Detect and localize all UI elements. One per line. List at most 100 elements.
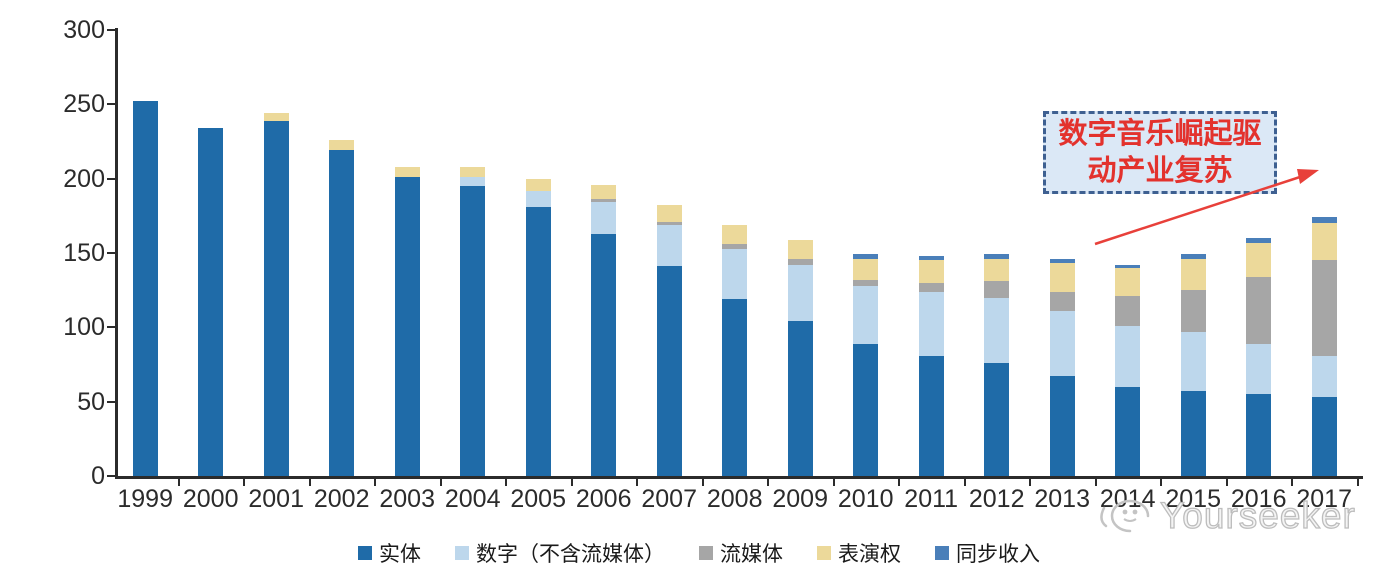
- x-tick-mark: [243, 478, 246, 486]
- y-axis-line: [115, 28, 118, 478]
- y-tick-label: 300: [63, 16, 105, 44]
- bar-segment-2013-digital-ex-streaming: [1049, 310, 1075, 377]
- bar-segment-2009-digital-ex-streaming: [787, 264, 813, 322]
- legend-label: 流媒体: [720, 542, 783, 566]
- legend-swatch-icon: [699, 546, 713, 560]
- x-tick-label: 2013: [1034, 485, 1090, 513]
- legend-label: 同步收入: [956, 542, 1040, 566]
- x-tick-label: 2006: [575, 485, 632, 513]
- x-tick-mark: [963, 478, 966, 486]
- x-tick-label: 2007: [641, 485, 697, 513]
- x-tick-label: 2009: [772, 485, 828, 513]
- bar-segment-2009-streaming: [787, 258, 813, 265]
- bar-segment-2000-physical: [198, 128, 224, 476]
- legend-swatch-icon: [455, 546, 469, 560]
- bar-segment-2007-physical: [656, 266, 682, 476]
- bar-segment-2009-physical: [787, 321, 813, 476]
- x-tick-label: 2001: [248, 485, 304, 513]
- legend-item-digital-ex-streaming: 数字（不含流媒体）: [455, 538, 665, 568]
- y-tick-label: 100: [63, 313, 105, 342]
- x-tick-label: 2017: [1296, 485, 1352, 513]
- y-tick-mark: [107, 252, 116, 254]
- bar-segment-2005-digital-ex-streaming: [525, 190, 551, 207]
- bar-segment-2005-performance-rights: [525, 178, 551, 191]
- bar-segment-2004-performance-rights: [460, 166, 486, 178]
- x-tick-label: 2003: [379, 485, 435, 513]
- annotation-callout: 数字音乐崛起驱 动产业复苏: [1043, 111, 1277, 194]
- x-tick-mark: [701, 478, 704, 486]
- bar-segment-2016-physical: [1246, 394, 1272, 476]
- bar-segment-2012-performance-rights: [984, 258, 1010, 282]
- legend-item-streaming: 流媒体: [699, 538, 783, 568]
- y-tick-mark: [107, 177, 116, 180]
- bar-segment-2006-streaming: [591, 199, 617, 203]
- legend-swatch-icon: [358, 546, 372, 560]
- x-tick-mark: [1160, 478, 1163, 486]
- bar-segment-2002-performance-rights: [329, 140, 355, 151]
- y-tick-mark: [107, 103, 116, 106]
- bar-segment-2010-streaming: [853, 279, 879, 286]
- bar-segment-2016-digital-ex-streaming: [1246, 343, 1272, 395]
- bar-segment-2010-sync: [853, 254, 879, 259]
- legend-item-performance-rights: 表演权: [817, 538, 901, 568]
- x-tick-label: 2008: [706, 485, 763, 513]
- legend-label: 实体: [379, 542, 421, 566]
- bar-segment-2017-sync: [1311, 217, 1337, 224]
- y-tick-mark: [107, 326, 116, 329]
- bar-segment-2015-streaming: [1180, 290, 1206, 332]
- y-tick-mark: [107, 475, 116, 477]
- bar-segment-2003-performance-rights: [394, 166, 420, 178]
- bar-segment-2002-physical: [329, 150, 355, 476]
- bar-segment-2007-performance-rights: [656, 205, 682, 222]
- bar-segment-2001-physical: [263, 120, 289, 476]
- x-tick-label: 2002: [313, 485, 370, 513]
- bar-segment-2004-physical: [460, 186, 486, 476]
- yourseeker-logo-icon: [1100, 499, 1150, 533]
- bar-segment-2011-sync: [918, 255, 944, 261]
- x-tick-label: 2015: [1165, 485, 1221, 513]
- legend-item-physical: 实体: [358, 538, 421, 568]
- x-tick-mark: [1356, 478, 1359, 486]
- bar-segment-2006-performance-rights: [591, 184, 617, 200]
- bar-segment-2017-digital-ex-streaming: [1311, 355, 1337, 398]
- bar-segment-2006-physical: [591, 233, 617, 476]
- bar-segment-2011-performance-rights: [918, 260, 944, 283]
- x-tick-mark: [1291, 478, 1294, 486]
- legend-swatch-icon: [817, 546, 831, 560]
- x-tick-label: 2005: [510, 485, 566, 513]
- annotation-text-line2: 动产业复苏: [1087, 154, 1233, 187]
- bar-segment-2014-sync: [1115, 264, 1141, 268]
- x-tick-mark: [1225, 478, 1228, 486]
- bar-segment-2015-digital-ex-streaming: [1180, 331, 1206, 392]
- bar-segment-2011-digital-ex-streaming: [918, 291, 944, 356]
- bar-segment-2010-physical: [853, 343, 879, 476]
- x-tick-label: 2004: [444, 485, 501, 513]
- x-tick-mark: [832, 478, 835, 486]
- bar-segment-2004-digital-ex-streaming: [460, 177, 486, 187]
- x-tick-label: 2016: [1230, 485, 1287, 513]
- x-tick-mark: [439, 478, 442, 486]
- bar-segment-2016-sync: [1246, 238, 1272, 243]
- legend-label: 数字（不含流媒体）: [476, 542, 665, 566]
- bar-segment-2008-digital-ex-streaming: [722, 248, 748, 300]
- bar-segment-2003-physical: [394, 177, 420, 476]
- y-tick-label: 200: [63, 164, 105, 193]
- bar-segment-2011-streaming: [918, 282, 944, 292]
- x-tick-label: 2011: [904, 485, 959, 513]
- bar-segment-2008-performance-rights: [722, 224, 748, 245]
- x-tick-mark: [308, 478, 311, 486]
- bar-segment-2013-performance-rights: [1049, 263, 1075, 292]
- bar-segment-2012-streaming: [984, 281, 1010, 298]
- y-tick-mark: [107, 29, 116, 31]
- bar-segment-2005-physical: [525, 206, 551, 476]
- x-tick-mark: [505, 478, 508, 486]
- y-tick-label: 0: [91, 462, 105, 490]
- bar-segment-2007-digital-ex-streaming: [656, 224, 682, 267]
- x-tick-mark: [1029, 478, 1032, 486]
- bar-segment-2014-digital-ex-streaming: [1115, 325, 1141, 387]
- bar-segment-2010-performance-rights: [853, 258, 879, 280]
- bar-segment-2008-physical: [722, 299, 748, 476]
- x-tick-mark: [636, 478, 639, 486]
- bar-segment-1999-physical: [132, 101, 158, 476]
